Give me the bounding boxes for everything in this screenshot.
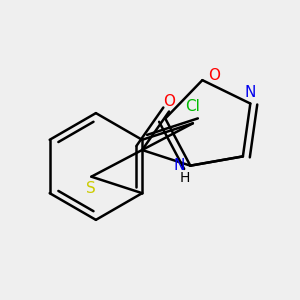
Text: O: O bbox=[208, 68, 220, 82]
Text: N: N bbox=[244, 85, 256, 100]
Text: N: N bbox=[174, 158, 185, 173]
Text: H: H bbox=[180, 171, 190, 185]
Text: O: O bbox=[163, 94, 175, 109]
Text: Cl: Cl bbox=[185, 99, 200, 114]
Text: S: S bbox=[86, 181, 96, 196]
